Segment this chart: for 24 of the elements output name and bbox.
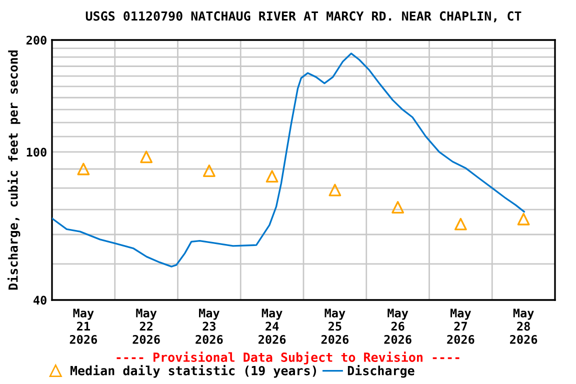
point [454,218,467,230]
x-tick-label: May 22 2026 [132,308,160,344]
x-tick-label: May 24 2026 [258,308,286,344]
point [517,212,530,226]
y-axis-title: Discharge, cubic feet per second [8,50,20,290]
point [328,184,342,196]
point [140,150,153,164]
point [202,164,216,178]
text: ---- Provisional Data Subject to Revision ---- [116,352,460,364]
point [392,201,404,214]
x-tick-label: May 23 2026 [196,308,223,344]
legend-label: Discharge [348,364,414,378]
point [266,170,278,183]
x-tick-label: May 21 2026 [70,308,98,344]
point [77,162,90,176]
x-tick-label: May 27 2026 [447,308,474,344]
chart-title: USGS 01120790 NATCHAUG RIVER AT MARCY RD. NEAR CHAPLIN, CT [86,11,522,22]
x-tick-label: May 26 2026 [384,308,412,344]
y-tick-label: 200 [26,36,46,45]
y-tick-label: 100 [26,148,46,157]
x-tick-label: May 25 2026 [321,308,349,344]
x-tick-label: May 28 2026 [510,308,538,344]
y-tick-label: 40 [34,296,46,305]
legend-label: Median daily statistic (19 years) [70,364,316,378]
